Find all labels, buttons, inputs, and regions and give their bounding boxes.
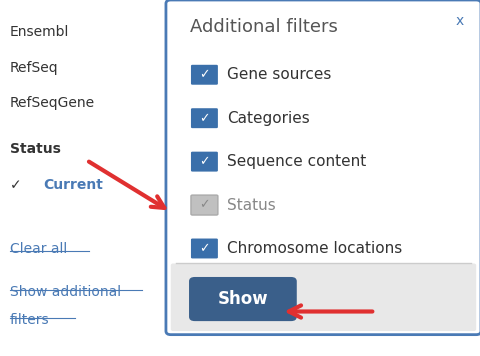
Text: ✓: ✓ <box>199 242 209 255</box>
Text: Status: Status <box>10 142 60 156</box>
Text: Status: Status <box>227 198 275 213</box>
FancyBboxPatch shape <box>166 0 480 335</box>
Text: filters: filters <box>10 313 49 327</box>
Text: Categories: Categories <box>227 111 309 126</box>
FancyBboxPatch shape <box>191 65 217 85</box>
Text: x: x <box>455 14 463 28</box>
Text: ✓: ✓ <box>199 68 209 81</box>
Text: Current: Current <box>43 178 103 192</box>
Text: ✓: ✓ <box>199 199 209 211</box>
FancyBboxPatch shape <box>170 263 475 331</box>
FancyBboxPatch shape <box>191 152 217 172</box>
Text: Search fields: Search fields <box>227 284 325 299</box>
Text: ✓: ✓ <box>199 155 209 168</box>
Text: Clear all: Clear all <box>10 242 67 256</box>
Text: RefSeq: RefSeq <box>10 61 58 74</box>
Text: Sequence content: Sequence content <box>227 154 366 169</box>
Text: Additional filters: Additional filters <box>190 18 337 36</box>
Text: RefSeqGene: RefSeqGene <box>10 96 95 110</box>
Text: ✓: ✓ <box>199 112 209 125</box>
Text: Chromosome locations: Chromosome locations <box>227 241 401 256</box>
Text: ✓: ✓ <box>10 178 21 192</box>
Text: Show additional: Show additional <box>10 285 120 299</box>
Text: Show: Show <box>217 290 268 308</box>
FancyBboxPatch shape <box>189 277 296 321</box>
Text: Gene sources: Gene sources <box>227 67 331 82</box>
FancyBboxPatch shape <box>191 239 217 258</box>
FancyBboxPatch shape <box>192 283 216 301</box>
FancyBboxPatch shape <box>191 108 217 128</box>
FancyBboxPatch shape <box>191 195 217 215</box>
Text: Ensembl: Ensembl <box>10 25 69 39</box>
